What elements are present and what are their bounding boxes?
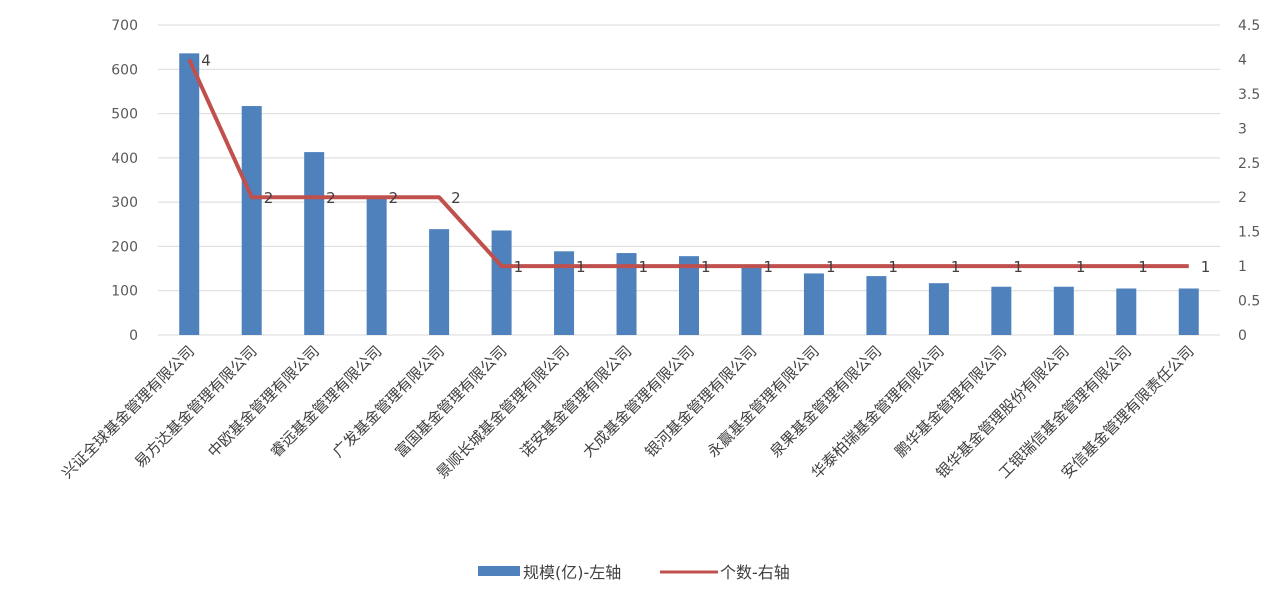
bar (1116, 288, 1137, 335)
left-axis-tick-label: 700 (111, 18, 138, 34)
right-axis-tick-label: 3 (1238, 121, 1247, 137)
right-axis-tick-label: 3.5 (1238, 87, 1260, 103)
bar (179, 53, 200, 335)
left-axis-tick-label: 400 (111, 151, 138, 167)
category-label: 安信基金管理有限责任公司 (1058, 342, 1198, 482)
bar (366, 197, 387, 335)
line-data-label: 4 (201, 51, 211, 69)
legend: 规模(亿)-左轴 个数-右轴 (478, 563, 790, 582)
right-axis-tick-label: 4.5 (1238, 18, 1260, 34)
right-axis: 0 0.5 1 1.5 2 2.5 3 3.5 4 4.5 (1238, 18, 1260, 344)
line-data-label: 1 (826, 258, 836, 276)
left-axis-tick-label: 100 (111, 284, 138, 300)
bar (429, 229, 450, 335)
right-axis-tick-label: 0 (1238, 328, 1247, 344)
right-axis-tick-label: 1 (1238, 259, 1247, 275)
bar (616, 253, 637, 335)
line-data-label: 1 (639, 258, 649, 276)
bar (866, 276, 887, 335)
bar (554, 251, 575, 335)
line-data-label: 1 (701, 258, 711, 276)
bar (741, 265, 762, 335)
category-label: 大成基金管理有限公司 (579, 342, 698, 461)
legend-swatch-bar (478, 566, 520, 576)
bar (491, 230, 512, 335)
category-label: 广发基金管理有限公司 (329, 342, 448, 461)
right-axis-tick-label: 2.5 (1238, 156, 1260, 172)
bar (1053, 286, 1074, 335)
bar (241, 106, 262, 336)
line-data-label: 1 (888, 258, 898, 276)
right-axis-tick-label: 1.5 (1238, 225, 1260, 241)
line-data-label: 1 (576, 258, 586, 276)
category-labels: 兴证全球基金管理有限公司易方达基金管理有限公司中欧基金管理有限公司睿远基金管理有… (58, 342, 1198, 482)
bar-series (179, 53, 1199, 336)
category-label: 鹏华基金管理有限公司 (891, 342, 1010, 461)
left-axis-tick-label: 600 (111, 62, 138, 78)
left-axis: 0 100 200 300 400 500 600 700 (111, 18, 138, 344)
line-data-label: 2 (451, 189, 461, 207)
category-label: 诺安基金管理有限公司 (517, 342, 636, 461)
left-axis-tick-label: 500 (111, 107, 138, 123)
left-axis-tick-label: 200 (111, 239, 138, 255)
bar (1178, 288, 1199, 335)
category-label: 永赢基金管理有限公司 (704, 342, 823, 461)
category-label: 银河基金管理有限公司 (641, 342, 760, 461)
right-axis-tick-label: 4 (1238, 52, 1247, 68)
right-axis-tick-label: 0.5 (1238, 294, 1260, 310)
line-data-label: 1 (1013, 258, 1023, 276)
data-labels: 4 2 2 2 2 1 1 1 1 1 1 1 1 1 1 1 1 (201, 51, 1210, 276)
line-data-label: 2 (326, 189, 336, 207)
bar (679, 256, 699, 335)
legend-label-line: 个数-右轴 (720, 563, 790, 582)
bar (928, 283, 949, 335)
line-data-label: 1 (1201, 258, 1211, 276)
bar (304, 152, 325, 335)
line-data-label: 1 (951, 258, 961, 276)
line-data-label: 1 (1138, 258, 1148, 276)
category-label: 泉果基金管理有限公司 (766, 342, 885, 461)
left-axis-tick-label: 0 (129, 328, 138, 344)
category-label: 易方达基金管理有限公司 (131, 342, 260, 471)
bar (991, 286, 1012, 335)
left-axis-tick-label: 300 (111, 195, 138, 211)
line-data-label: 1 (763, 258, 773, 276)
line-series (187, 58, 1189, 269)
line-data-label: 1 (514, 258, 524, 276)
line-path (187, 58, 1189, 269)
gridlines (158, 24, 1220, 336)
legend-label-bar: 规模(亿)-左轴 (523, 563, 621, 582)
bar (803, 273, 824, 335)
category-label: 中欧基金管理有限公司 (204, 342, 323, 461)
line-data-label: 2 (389, 189, 399, 207)
line-data-label: 2 (264, 189, 274, 207)
category-label: 富国基金管理有限公司 (392, 342, 511, 461)
category-label: 睿远基金管理有限公司 (267, 342, 386, 461)
line-data-label: 1 (1076, 258, 1086, 276)
right-axis-tick-label: 2 (1238, 190, 1247, 206)
